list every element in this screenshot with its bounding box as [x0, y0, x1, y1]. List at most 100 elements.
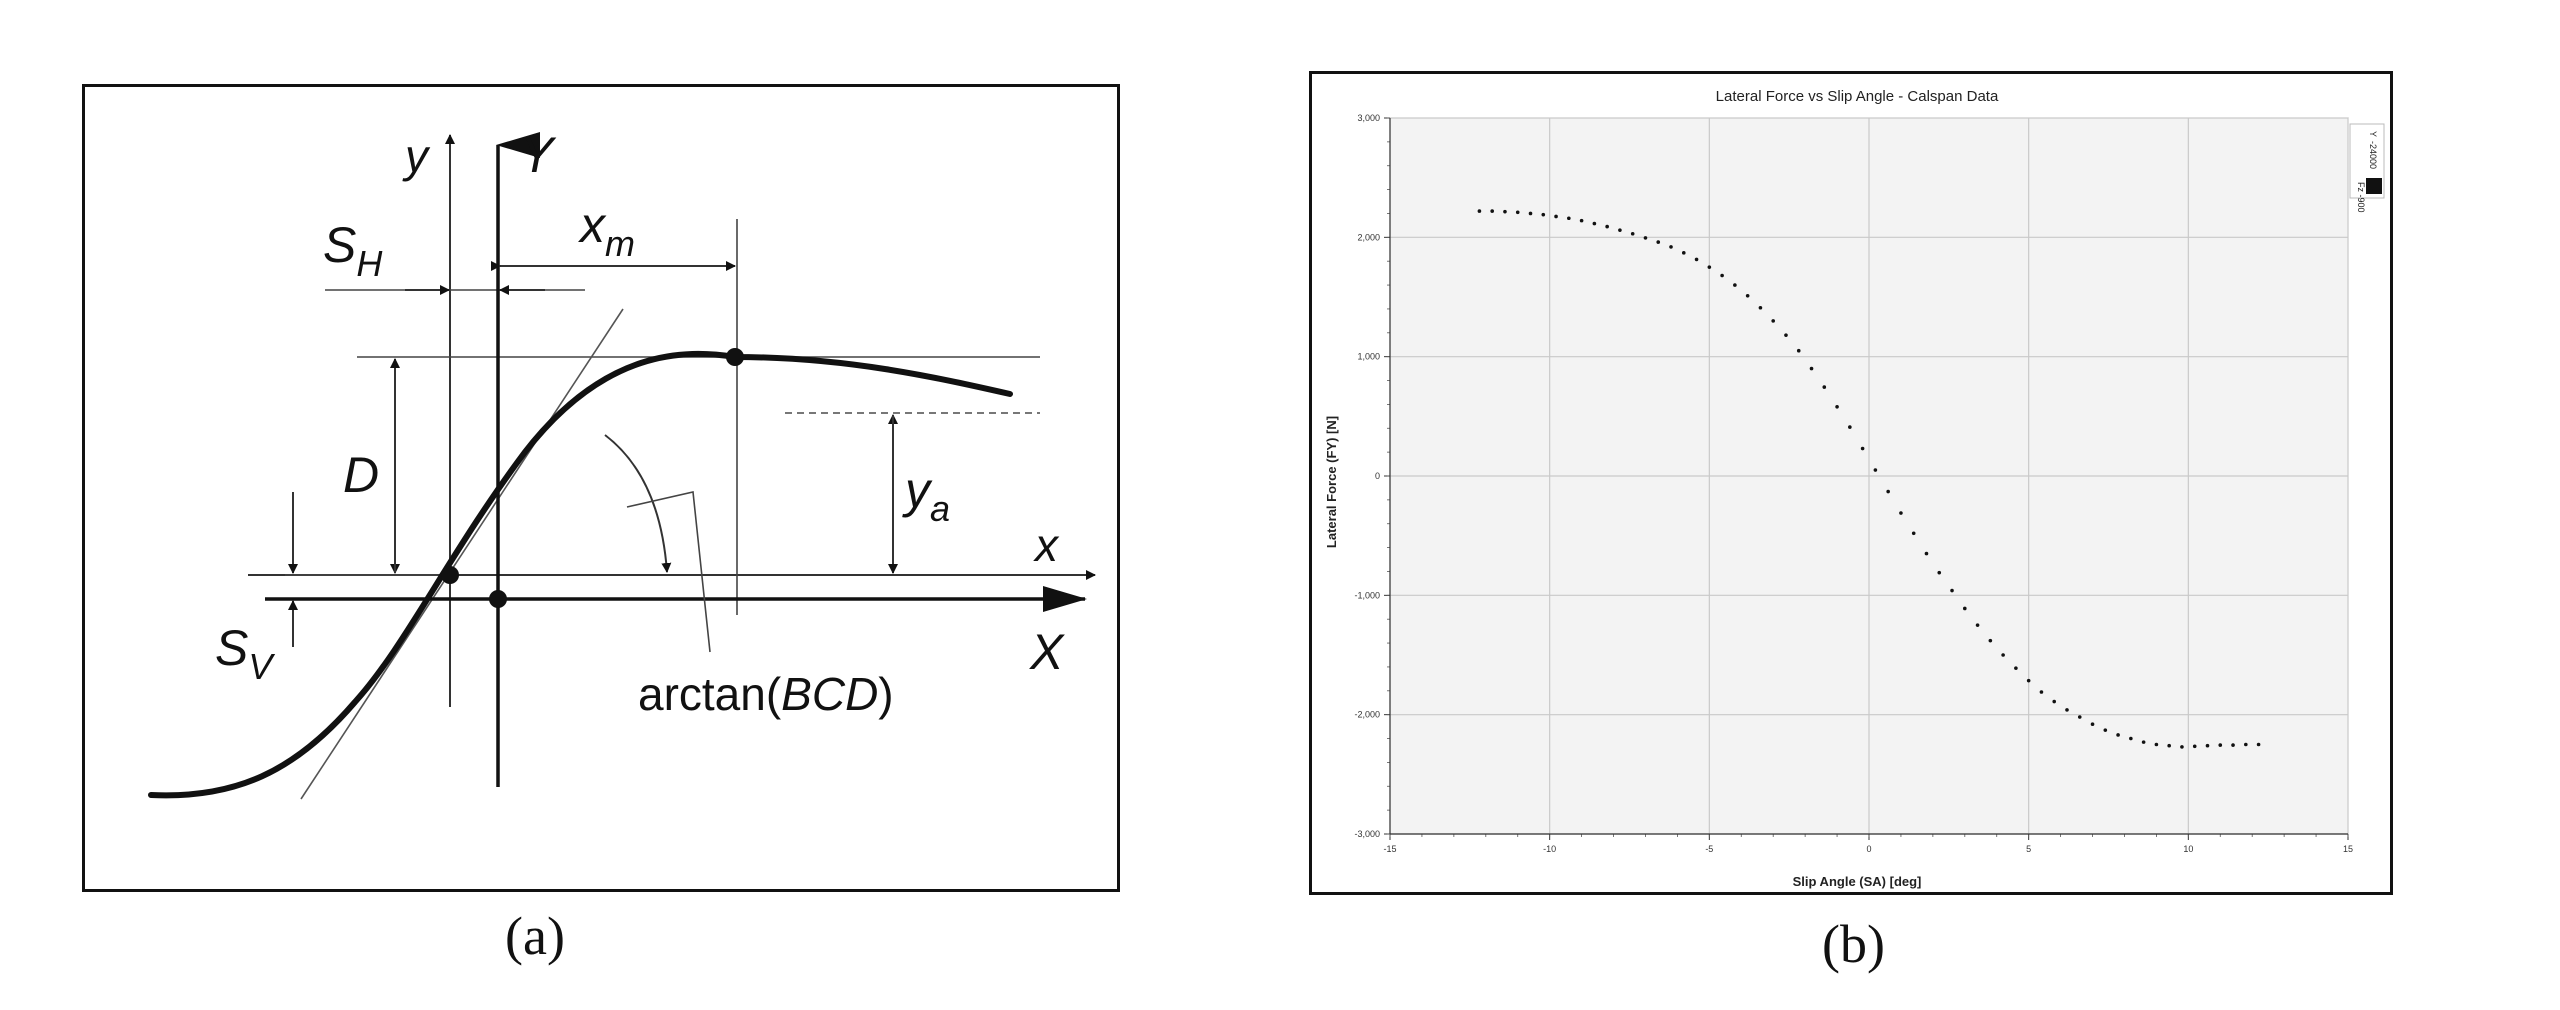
data-point — [1796, 348, 1801, 353]
data-point — [1515, 210, 1520, 215]
x-tick-label: -15 — [1383, 844, 1396, 854]
data-point — [2256, 742, 2261, 747]
data-point — [1554, 214, 1558, 219]
data-point — [2077, 715, 2082, 719]
magic-formula-diagram: y Y x X SH SV xm ya D arctan(BCD) — [82, 84, 1120, 892]
x-tick-label: -10 — [1543, 844, 1556, 854]
label-xm: xm — [578, 197, 635, 264]
chart-svg: -15 -10 -5 0 5 10 15 3,000 2,000 1,000 0 -1,000 -2,0… — [1312, 74, 2390, 892]
data-point — [2001, 653, 2005, 657]
y-tick-label: 0 — [1375, 471, 1380, 481]
y-axis-label: Lateral Force (FY) [N] — [1324, 416, 1339, 548]
label-arctan-bcd: arctan(BCD) — [638, 668, 894, 720]
data-point — [1567, 216, 1571, 221]
data-point — [1937, 570, 1942, 575]
data-point — [1707, 265, 1712, 269]
data-point — [1758, 305, 1763, 310]
data-point — [2218, 743, 2223, 747]
data-point — [1784, 333, 1788, 337]
label-D: D — [343, 447, 379, 503]
data-point — [2116, 733, 2120, 737]
legend-line2: -24000 — [2368, 141, 2378, 169]
y-tick-label: -2,000 — [1354, 710, 1380, 720]
y-tick-label: -1,000 — [1354, 590, 1380, 600]
data-point — [2052, 699, 2057, 704]
data-point — [1605, 224, 1609, 229]
data-point — [1835, 404, 1839, 409]
shifted-origin-point — [441, 566, 459, 584]
data-point — [2103, 728, 2108, 732]
label-X-big: X — [1029, 624, 1065, 680]
chart-title: Lateral Force vs Slip Angle - Calspan Da… — [1716, 88, 1999, 105]
x-tick-label: 5 — [2026, 844, 2031, 854]
data-point — [1618, 228, 1622, 232]
label-ya: ya — [902, 462, 950, 529]
chart-legend: Y -24000 Fz -900 — [2349, 123, 2385, 213]
data-point — [2180, 745, 2184, 749]
data-point — [1477, 209, 1482, 213]
data-point — [1822, 385, 1827, 389]
data-point — [2090, 722, 2095, 727]
label-y-small: y — [402, 130, 431, 182]
data-point — [1848, 425, 1852, 429]
data-point — [1899, 511, 1903, 515]
tick-labels: -15 -10 -5 0 5 10 15 3,000 2,000 1,000 0 -1,000 -2,0… — [1354, 113, 2353, 854]
data-point — [1886, 489, 1890, 494]
data-point — [1924, 551, 1929, 556]
data-point — [2192, 744, 2197, 749]
label-x-small: x — [1033, 519, 1060, 571]
origin-point — [489, 590, 507, 608]
data-point — [1720, 273, 1724, 278]
data-point — [1975, 623, 1980, 627]
data-point — [1733, 283, 1737, 287]
angle-arc — [604, 434, 672, 573]
x-tick-label: 10 — [2183, 844, 2193, 854]
data-point — [1860, 446, 1865, 451]
lateral-force-chart: -15 -10 -5 0 5 10 15 3,000 2,000 1,000 0 -1,000 -2,0… — [1309, 71, 2393, 895]
data-point — [2141, 740, 2146, 744]
label-SV: SV — [215, 620, 275, 687]
x-axis-label: Slip Angle (SA) [deg] — [1793, 874, 1922, 889]
magic-formula-curve — [148, 350, 1013, 799]
data-point — [1630, 231, 1635, 236]
data-point — [1694, 257, 1699, 262]
y-tick-label: 3,000 — [1357, 113, 1380, 123]
data-point — [1873, 468, 1878, 472]
data-point — [1950, 588, 1954, 593]
data-point — [2065, 708, 2069, 712]
data-point — [2039, 690, 2044, 694]
data-point — [2014, 666, 2018, 670]
data-point — [2244, 742, 2248, 747]
legend-line3: Fz -900 — [2356, 182, 2366, 213]
data-point — [1490, 209, 1494, 213]
arctan-leader — [626, 491, 711, 653]
y-tick-label: 1,000 — [1357, 352, 1380, 362]
legend-line1: Y — [2368, 131, 2378, 137]
legend-swatch — [2366, 178, 2382, 194]
data-point — [1592, 221, 1597, 226]
data-point — [2026, 678, 2031, 683]
data-point — [2154, 742, 2159, 747]
data-point — [1503, 209, 1507, 214]
data-point — [1643, 236, 1648, 240]
data-point — [1771, 319, 1775, 323]
data-point — [1745, 294, 1750, 298]
y-tick-label: -3,000 — [1354, 829, 1380, 839]
data-point — [2167, 743, 2171, 748]
x-tick-label: 0 — [1866, 844, 1871, 854]
data-point — [1579, 218, 1584, 223]
caption-a: (a) — [505, 906, 565, 966]
data-point — [2129, 736, 2133, 741]
data-point — [1541, 212, 1546, 217]
y-tick-label: 2,000 — [1357, 232, 1380, 242]
data-point — [2205, 743, 2210, 748]
data-point — [1681, 251, 1686, 255]
data-point — [1809, 366, 1814, 371]
data-points — [1477, 209, 2261, 749]
caption-b: (b) — [1822, 914, 1885, 974]
data-point — [1656, 240, 1661, 244]
data-point — [1669, 245, 1673, 249]
data-point — [1911, 531, 1916, 536]
data-point — [1963, 606, 1967, 611]
data-point — [1528, 211, 1533, 216]
